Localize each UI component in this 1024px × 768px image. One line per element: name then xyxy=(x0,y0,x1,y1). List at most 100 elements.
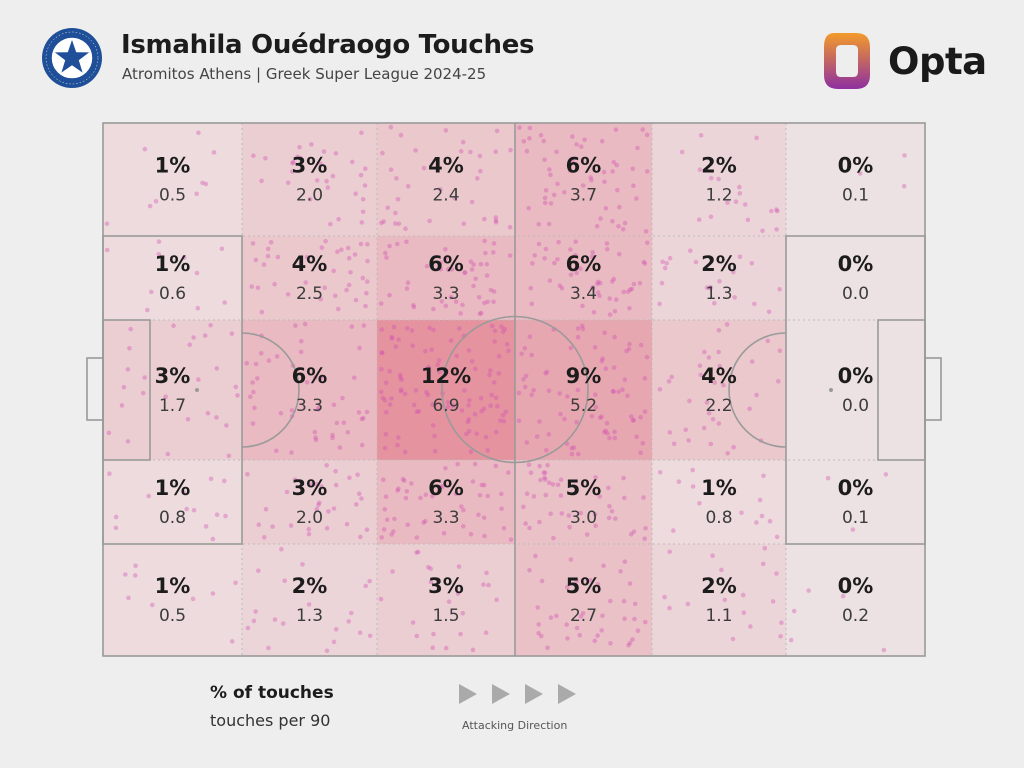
touch-dot xyxy=(599,138,605,144)
touch-dot xyxy=(573,239,578,244)
touch-dot xyxy=(624,348,629,354)
touch-dot xyxy=(574,419,579,425)
touch-dot xyxy=(469,359,475,364)
touch-dot xyxy=(468,449,474,455)
touch-dot xyxy=(324,463,330,468)
touch-dot xyxy=(330,173,336,179)
zone-per90-label: 1.5 xyxy=(432,606,459,626)
touch-dot xyxy=(762,546,768,551)
touch-dot xyxy=(598,216,603,221)
heatmap-zone xyxy=(242,460,377,544)
touch-dot xyxy=(248,394,253,400)
touch-dot xyxy=(313,437,319,443)
touch-dot xyxy=(611,389,617,394)
touch-dot xyxy=(349,324,355,330)
touch-dot xyxy=(545,462,550,468)
touch-dot xyxy=(567,168,573,173)
zone-per90-label: 1.7 xyxy=(159,396,186,416)
touch-dot xyxy=(306,531,312,537)
touch-dot xyxy=(483,434,489,440)
touch-dot xyxy=(506,348,511,354)
touch-dot xyxy=(430,645,436,650)
touch-dot xyxy=(104,221,110,226)
zone-per90-label: 0.5 xyxy=(159,186,186,206)
touch-dot xyxy=(543,371,548,376)
touch-dot xyxy=(489,392,495,398)
touch-dot xyxy=(657,470,663,475)
touch-dot xyxy=(202,333,208,338)
touch-dot xyxy=(630,637,635,642)
zone-per90-label: 3.3 xyxy=(432,284,459,304)
touch-dot xyxy=(704,285,710,291)
touch-dot xyxy=(380,150,385,156)
touch-dot xyxy=(601,169,607,175)
touch-dot xyxy=(491,289,497,294)
touch-dot xyxy=(265,253,271,259)
touch-dot xyxy=(774,534,780,540)
touch-dot xyxy=(575,326,581,331)
direction-arrow-icon xyxy=(459,684,477,704)
touch-dot xyxy=(452,196,457,201)
zone-percent-label: 1% xyxy=(155,154,191,178)
touch-dot xyxy=(725,200,730,206)
touch-dot xyxy=(472,411,478,417)
heatmap-zone xyxy=(242,236,377,320)
touch-dot xyxy=(181,490,187,495)
touch-dot xyxy=(507,224,513,230)
touch-dot xyxy=(708,175,714,181)
touch-dot xyxy=(612,435,618,441)
heatmap-zone xyxy=(786,123,925,236)
zone-percent-label: 0% xyxy=(838,364,874,388)
touch-dot xyxy=(593,523,598,528)
touch-dot xyxy=(454,353,460,359)
touch-dot xyxy=(348,270,353,275)
touch-dot xyxy=(358,241,364,247)
touch-dot xyxy=(565,636,570,641)
touch-dot xyxy=(564,622,569,627)
touch-dot xyxy=(575,334,581,340)
touch-dot xyxy=(346,282,352,288)
touch-dot xyxy=(548,201,554,206)
touch-dot xyxy=(477,153,483,159)
touch-dot xyxy=(748,624,753,629)
touch-dot xyxy=(493,429,499,435)
touch-dot xyxy=(478,395,484,401)
touch-dot xyxy=(356,491,362,497)
touch-dot xyxy=(539,633,544,639)
touch-dot xyxy=(599,628,604,633)
touch-dot xyxy=(547,278,553,283)
touch-dot xyxy=(531,494,537,499)
touch-dot xyxy=(562,416,567,422)
touch-dot xyxy=(356,410,362,415)
touch-dot xyxy=(676,479,682,485)
touch-dot xyxy=(568,345,574,351)
touch-dot xyxy=(387,369,393,374)
zone-percent-label: 4% xyxy=(428,154,464,178)
touch-dot xyxy=(362,183,368,188)
touch-dot xyxy=(389,532,394,537)
touch-dot xyxy=(659,280,665,286)
zone-per90-label: 0.1 xyxy=(842,508,869,528)
touch-dot xyxy=(466,348,472,353)
touch-dot xyxy=(214,512,220,517)
touch-dot xyxy=(113,514,119,520)
touch-dot xyxy=(443,466,448,471)
touch-dot xyxy=(580,611,586,616)
touch-dot xyxy=(279,546,284,552)
touch-dot xyxy=(307,197,313,202)
touch-dot xyxy=(353,297,359,303)
touch-dot xyxy=(593,404,599,410)
touch-dot xyxy=(552,260,557,266)
touch-dot xyxy=(613,127,619,132)
touch-dot xyxy=(443,645,449,651)
touch-dot xyxy=(428,566,434,571)
touch-dot xyxy=(590,250,595,255)
heatmap-zone xyxy=(103,320,242,460)
touch-dot xyxy=(357,345,362,351)
touch-dot xyxy=(760,561,766,567)
touch-dot xyxy=(667,605,672,611)
touch-dot xyxy=(584,532,590,537)
touch-dot xyxy=(500,413,506,418)
touch-dot xyxy=(620,387,625,393)
touch-dot xyxy=(883,472,889,477)
